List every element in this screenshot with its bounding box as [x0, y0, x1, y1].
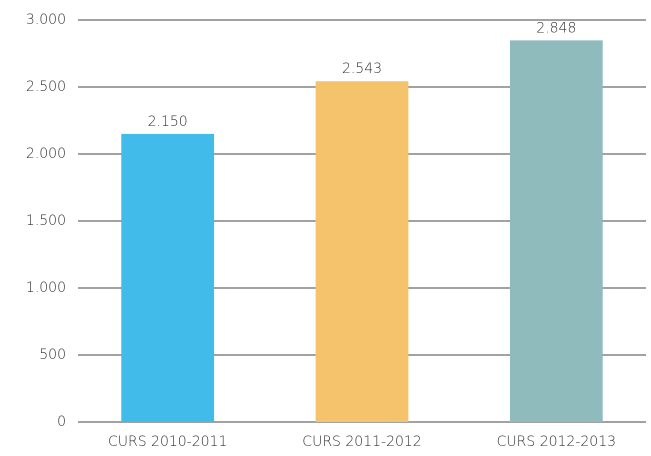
y-tick-label: 1.500: [26, 213, 66, 229]
x-tick-label: CURS 2010-2011: [108, 434, 227, 450]
x-tick-label: CURS 2011-2012: [302, 434, 421, 450]
x-tick-label: CURS 2012-2013: [497, 434, 616, 450]
y-tick-label: 2.000: [26, 146, 66, 162]
y-tick-label: 500: [39, 347, 66, 363]
y-tick-label: 2.500: [26, 79, 66, 95]
bar: [315, 81, 409, 422]
y-tick-label: 0: [57, 414, 66, 430]
y-tick-label: 3.000: [26, 12, 66, 28]
bar: [121, 133, 215, 422]
y-tick-label: 1.000: [26, 280, 66, 296]
data-label: 2.543: [342, 61, 382, 77]
data-label: 2.848: [536, 20, 576, 36]
bar: [509, 40, 603, 422]
data-label: 2.150: [148, 114, 188, 130]
